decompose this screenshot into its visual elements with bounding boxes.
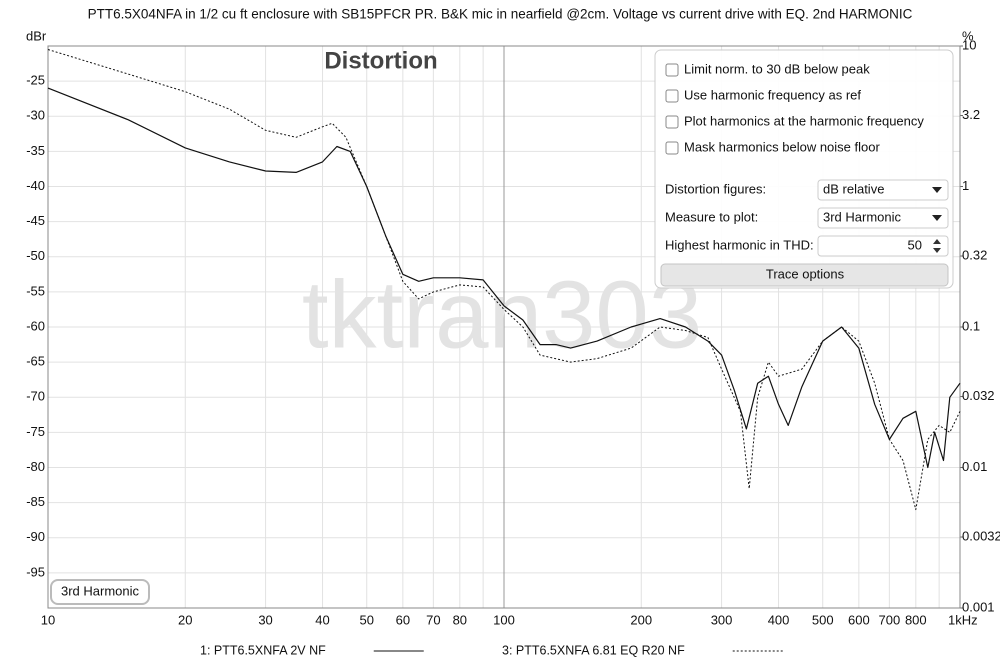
y-tick-label: -80: [26, 459, 45, 474]
dropdown-value: 3rd Harmonic: [823, 209, 902, 224]
legend-label: 3: PTT6.5XNFA 6.81 EQ R20 NF: [502, 643, 685, 657]
dropdown-value: dB relative: [823, 181, 884, 196]
dropdown-arrow: [932, 215, 942, 221]
plot-label: Distortion: [324, 47, 437, 74]
field-label: Distortion figures:: [665, 181, 766, 196]
button-label: Trace options: [766, 266, 845, 281]
y-axis-label: dBr: [26, 28, 47, 43]
y2-tick-label: 0.32: [962, 247, 987, 262]
number-input[interactable]: [817, 235, 949, 257]
spinner[interactable]: [933, 239, 941, 253]
x-tick-label: 400: [768, 612, 790, 627]
x-tick-label: 500: [812, 612, 834, 627]
plot-border: [47, 45, 961, 609]
x-tick-label: 600: [848, 612, 870, 627]
checkbox[interactable]: [665, 63, 679, 77]
y2-axis-label: %: [962, 28, 974, 43]
y2-tick-label: 10: [962, 37, 976, 52]
x-tick-label: 800: [905, 612, 927, 627]
x-tick-label: 30: [258, 612, 272, 627]
x-tick-label: 10: [41, 612, 55, 627]
checkbox-label: Use harmonic frequency as ref: [684, 87, 861, 102]
y2-tick-label: 0.0032: [962, 528, 1000, 543]
checkbox-label: Limit norm. to 30 dB below peak: [684, 61, 870, 76]
y2-tick-label: 0.001: [962, 599, 995, 614]
dropdown-arrow: [932, 187, 942, 193]
y2-tick-label: 1: [962, 178, 969, 193]
button[interactable]: [660, 263, 949, 287]
x-tick-label: 20: [178, 612, 192, 627]
y-tick-label: -35: [26, 143, 45, 158]
trace-label-box: [50, 579, 150, 605]
y2-tick-label: 0.01: [962, 459, 987, 474]
x-tick-label: 100: [493, 612, 515, 627]
x-tick-label: 80: [453, 612, 467, 627]
legend-label: 1: PTT6.5XNFA 2V NF: [200, 643, 326, 657]
x-tick-label: 60: [396, 612, 410, 627]
trace-label: 3rd Harmonic: [61, 583, 140, 598]
dropdown[interactable]: [817, 207, 949, 229]
x-tick-label: 1kHz: [948, 612, 978, 627]
checkbox[interactable]: [665, 89, 679, 103]
checkbox[interactable]: [665, 141, 679, 155]
y-tick-label: -70: [26, 389, 45, 404]
number-value: 50: [908, 237, 922, 252]
dropdown[interactable]: [817, 179, 949, 201]
x-tick-label: 70: [426, 612, 440, 627]
field-label: Highest harmonic in THD:: [665, 237, 814, 252]
checkbox-label: Plot harmonics at the harmonic frequency: [684, 113, 924, 128]
y-tick-label: -90: [26, 529, 45, 544]
y-tick-label: -45: [26, 213, 45, 228]
x-tick-label: 200: [630, 612, 652, 627]
y-tick-label: -30: [26, 108, 45, 123]
y2-tick-label: 3.2: [962, 107, 980, 122]
y-tick-label: -75: [26, 424, 45, 439]
y-tick-label: -65: [26, 354, 45, 369]
y2-tick-label: 0.1: [962, 318, 980, 333]
y-tick-label: -85: [26, 494, 45, 509]
watermark: tktran303: [302, 261, 702, 368]
x-tick-label: 300: [711, 612, 733, 627]
y-tick-label: -40: [26, 178, 45, 193]
series-line: [47, 87, 961, 469]
x-tick-label: 50: [359, 612, 373, 627]
checkbox[interactable]: [665, 115, 679, 129]
x-tick-label: 700: [879, 612, 901, 627]
y-tick-label: -55: [26, 283, 45, 298]
x-tick-label: 40: [315, 612, 329, 627]
y2-tick-label: 0.032: [962, 388, 995, 403]
y-tick-label: -60: [26, 318, 45, 333]
chart-title: PTT6.5X04NFA in 1/2 cu ft enclosure with…: [88, 7, 913, 22]
y-tick-label: -95: [26, 564, 45, 579]
y-tick-label: -50: [26, 248, 45, 263]
y-tick-label: -25: [26, 73, 45, 88]
checkbox-label: Mask harmonics below noise floor: [684, 139, 880, 154]
field-label: Measure to plot:: [665, 209, 758, 224]
